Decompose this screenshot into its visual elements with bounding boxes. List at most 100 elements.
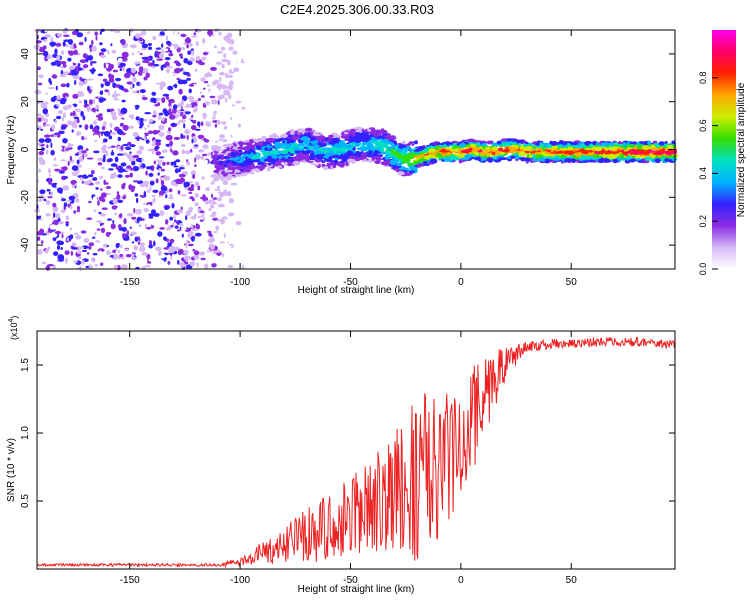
ridge-point (592, 154, 600, 158)
snr-y-scale: (x104) (8, 316, 19, 340)
noise-point (190, 224, 194, 229)
noise-point (78, 100, 83, 104)
snr-panel: -150 -100 -50 0 50 0.5 1.0 1.5 Height of strai… (6, 316, 676, 595)
ridge-point (459, 142, 467, 148)
noise-point (76, 32, 84, 38)
ridge-point (406, 145, 410, 151)
ridge-point (666, 144, 674, 149)
noise-point (148, 130, 153, 135)
ridge-point (330, 161, 335, 166)
ridge-point (228, 157, 237, 161)
noise-point (213, 89, 220, 91)
noise-point (53, 219, 59, 226)
noise-point (92, 253, 98, 256)
ridge-point (535, 142, 540, 146)
ridge-point (306, 133, 311, 137)
noise-point (148, 244, 153, 249)
noise-point (240, 181, 245, 187)
noise-point (131, 253, 135, 258)
spectrogram-y-ticks: -40 -20 0 20 40 (20, 48, 675, 252)
ridge-point (611, 146, 620, 149)
noise-point (110, 132, 117, 135)
spectrogram-x-tick-label: 50 (566, 277, 578, 288)
noise-point (129, 226, 132, 229)
noise-point (201, 153, 208, 157)
ridge-point (320, 143, 326, 147)
noise-point (158, 112, 164, 116)
noise-point (188, 191, 193, 194)
noise-point (60, 224, 67, 228)
noise-point (122, 124, 129, 131)
noise-point (180, 194, 187, 197)
noise-point (185, 239, 189, 243)
ridge-point (287, 143, 293, 148)
noise-point (77, 203, 83, 207)
noise-point (137, 50, 140, 54)
ridge-point (368, 150, 373, 154)
noise-point (151, 148, 155, 155)
noise-point (173, 43, 179, 50)
noise-point (110, 223, 116, 230)
ridge-point (631, 155, 636, 159)
noise-point (117, 57, 123, 63)
noise-point (234, 134, 240, 140)
noise-point (53, 212, 56, 218)
noise-point (221, 263, 228, 266)
noise-point (158, 250, 162, 257)
ridge-point (253, 139, 261, 143)
noise-point (243, 96, 248, 103)
noise-point (192, 248, 196, 252)
ridge-point (351, 159, 356, 165)
ridge-point (626, 155, 632, 160)
snr-x-ticks: -150 -100 -50 0 50 (120, 331, 577, 586)
noise-point (79, 76, 83, 81)
noise-point (113, 264, 119, 269)
ridge-point (358, 156, 365, 161)
ridge-point (634, 151, 639, 154)
noise-point (61, 166, 65, 170)
ridge-point (268, 162, 272, 166)
noise-point (44, 249, 49, 255)
noise-point (189, 99, 196, 103)
noise-point (162, 108, 168, 114)
noise-point (79, 59, 87, 63)
noise-point (192, 136, 197, 140)
ridge-point (411, 153, 419, 156)
noise-point (82, 53, 88, 59)
noise-point (212, 81, 216, 86)
noise-point (160, 64, 164, 71)
ridge-point (515, 148, 519, 151)
ridge-point (486, 146, 491, 152)
noise-point (73, 49, 78, 56)
noise-point (76, 131, 82, 136)
noise-point (222, 193, 229, 196)
noise-point (78, 156, 84, 163)
noise-point (152, 189, 159, 193)
noise-point (135, 197, 139, 204)
ridge-point (619, 153, 625, 159)
noise-point (47, 246, 50, 251)
noise-point (59, 159, 67, 162)
noise-point (149, 190, 153, 194)
noise-point (130, 185, 136, 190)
noise-point (112, 177, 119, 182)
noise-point (112, 198, 119, 205)
noise-point (186, 130, 192, 133)
ridge-point (502, 148, 510, 153)
noise-point (78, 67, 83, 71)
noise-point (169, 140, 174, 147)
noise-point (144, 137, 147, 143)
ridge-point (581, 150, 589, 155)
noise-point (73, 54, 78, 57)
noise-point (230, 134, 233, 138)
noise-point (215, 61, 222, 65)
noise-point (84, 36, 87, 43)
ridge-point (292, 134, 296, 139)
noise-point (168, 249, 175, 253)
noise-point (114, 248, 118, 251)
ridge-point (398, 158, 403, 162)
snr-y-tick-label: 1.5 (20, 358, 31, 372)
noise-point (105, 186, 112, 189)
ridge-point (314, 158, 323, 163)
noise-point (130, 231, 137, 236)
